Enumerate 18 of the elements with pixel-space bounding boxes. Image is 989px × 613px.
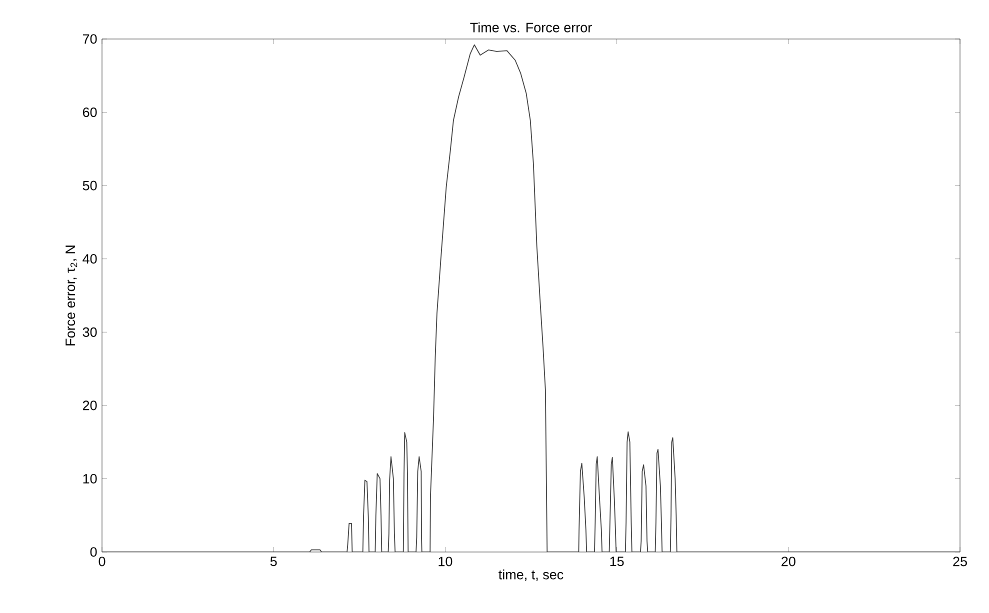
y-tick-label: 70 bbox=[82, 34, 97, 44]
y-tick-label: 50 bbox=[82, 180, 97, 190]
y-tick-label: 10 bbox=[83, 474, 97, 484]
x-tick-label: 10 bbox=[438, 556, 452, 566]
y-tick-label: 40 bbox=[82, 254, 97, 264]
x-tick-label: 15 bbox=[610, 556, 624, 566]
y-tick-label: 30 bbox=[82, 327, 97, 337]
x-tick-label: 25 bbox=[953, 556, 967, 566]
y-tick-label: 20 bbox=[82, 400, 97, 410]
x-tick-label: 5 bbox=[270, 556, 277, 566]
line-series bbox=[102, 44, 960, 552]
x-tick-label: 0 bbox=[98, 556, 106, 566]
x-tick-label: 20 bbox=[782, 556, 796, 566]
y-tick-label: 0 bbox=[90, 547, 97, 557]
y-tick-label: 60 bbox=[82, 108, 97, 118]
y-axis-title: Force error, τ$_{2}$, N bbox=[66, 246, 78, 346]
chart-title: Time vs. Force error bbox=[470, 22, 592, 32]
x-axis-title: time, t, sec bbox=[498, 569, 564, 581]
